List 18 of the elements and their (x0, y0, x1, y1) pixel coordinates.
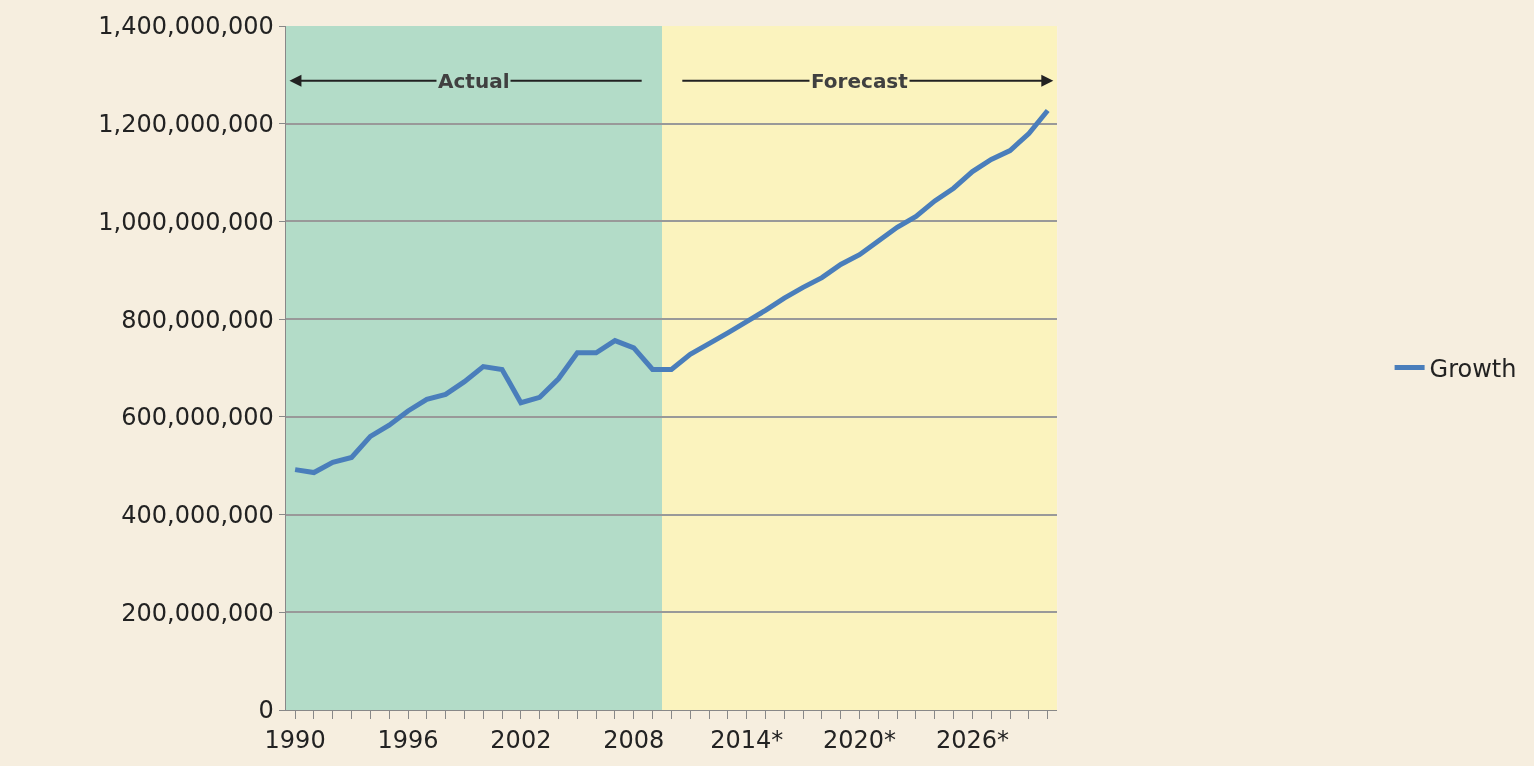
x-tick-label: 2002 (490, 725, 552, 754)
x-tick-label: 2014* (710, 725, 784, 754)
y-tick-label: 800,000,000 (121, 305, 274, 334)
y-tick-label: 1,400,000,000 (98, 12, 274, 41)
x-tick-label: 2020* (823, 725, 897, 754)
legend-label: Growth (1429, 354, 1517, 383)
x-tick-label: 1996 (377, 725, 439, 754)
y-tick-label: 1,000,000,000 (98, 207, 274, 236)
y-tick-label: 1,200,000,000 (98, 110, 274, 139)
x-tick-label: 1990 (264, 725, 326, 754)
band-label: Forecast (811, 69, 909, 93)
x-tick-label: 2026* (935, 725, 1009, 754)
y-tick-label: 400,000,000 (121, 500, 274, 529)
x-tick-label: 2008 (603, 725, 665, 754)
y-tick-label: 600,000,000 (121, 403, 274, 432)
y-tick-label: 0 (258, 696, 274, 725)
band-label: Actual (438, 69, 510, 93)
y-tick-label: 200,000,000 (121, 598, 274, 627)
